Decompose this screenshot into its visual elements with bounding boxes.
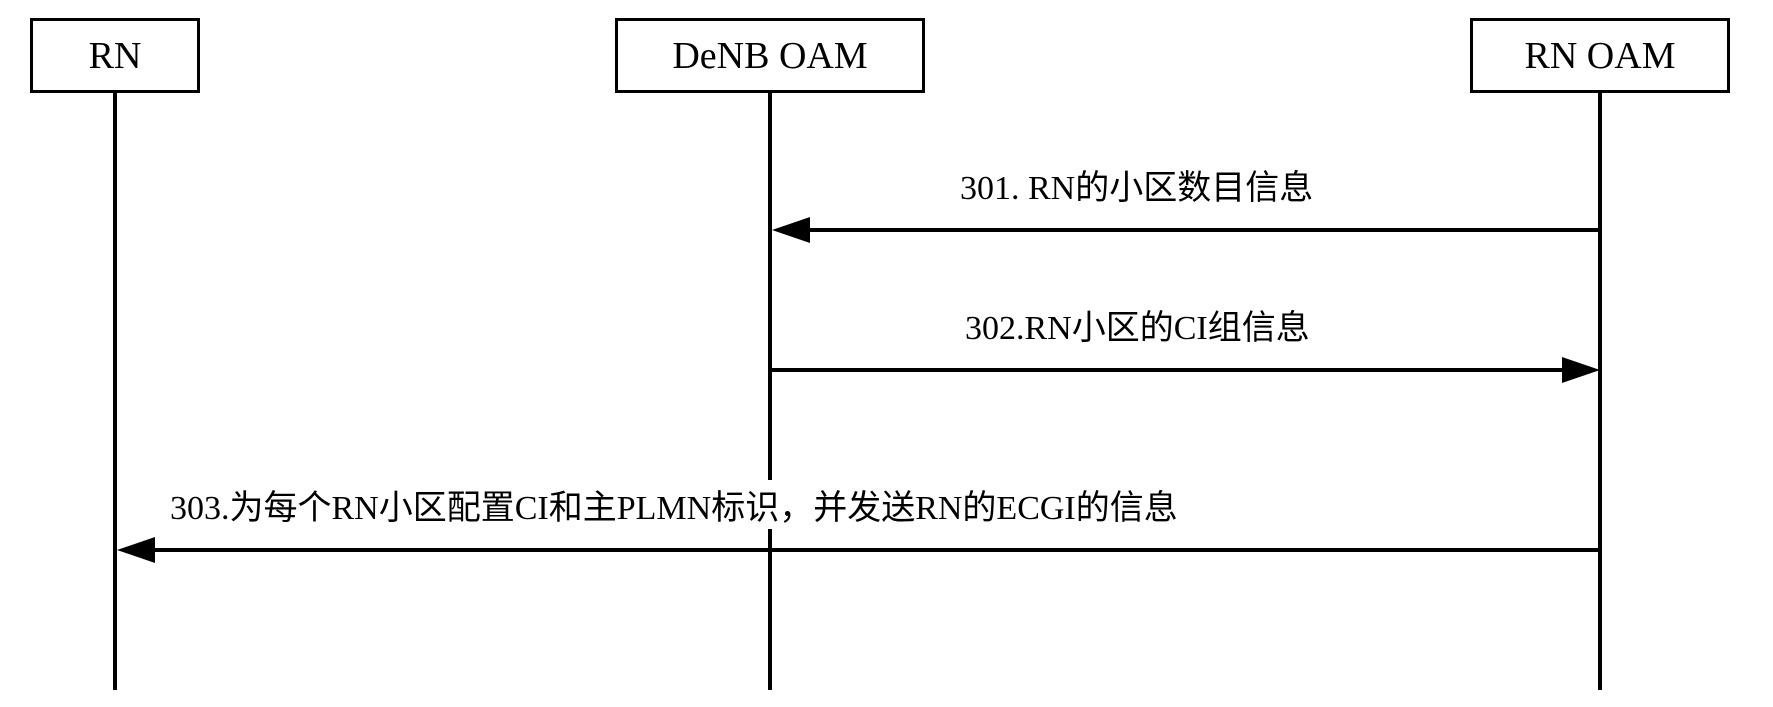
- message-303-arrowhead: [117, 537, 155, 563]
- message-301-arrowhead: [772, 217, 810, 243]
- message-302-arrowhead: [1562, 357, 1600, 383]
- participant-denb-oam-label: DeNB OAM: [672, 34, 867, 78]
- message-302-line: [772, 368, 1567, 372]
- participant-rn-label: RN: [89, 34, 142, 78]
- message-301-line: [805, 228, 1600, 232]
- participant-rn-oam: RN OAM: [1470, 18, 1730, 93]
- participant-rn-oam-label: RN OAM: [1525, 34, 1676, 78]
- lifeline-denb-oam: [768, 93, 772, 690]
- lifeline-rn: [113, 93, 117, 690]
- message-302-label: 302.RN小区的CI组信息: [965, 300, 1310, 349]
- participant-denb-oam: DeNB OAM: [615, 18, 925, 93]
- message-303-label: 303.为每个RN小区配置CI和主PLMN标识，并发送RN的ECGI的信息: [170, 480, 1178, 529]
- message-303-line: [150, 548, 1600, 552]
- lifeline-rn-oam: [1598, 93, 1602, 690]
- participant-rn: RN: [30, 18, 200, 93]
- message-301-label: 301. RN的小区数目信息: [960, 160, 1313, 209]
